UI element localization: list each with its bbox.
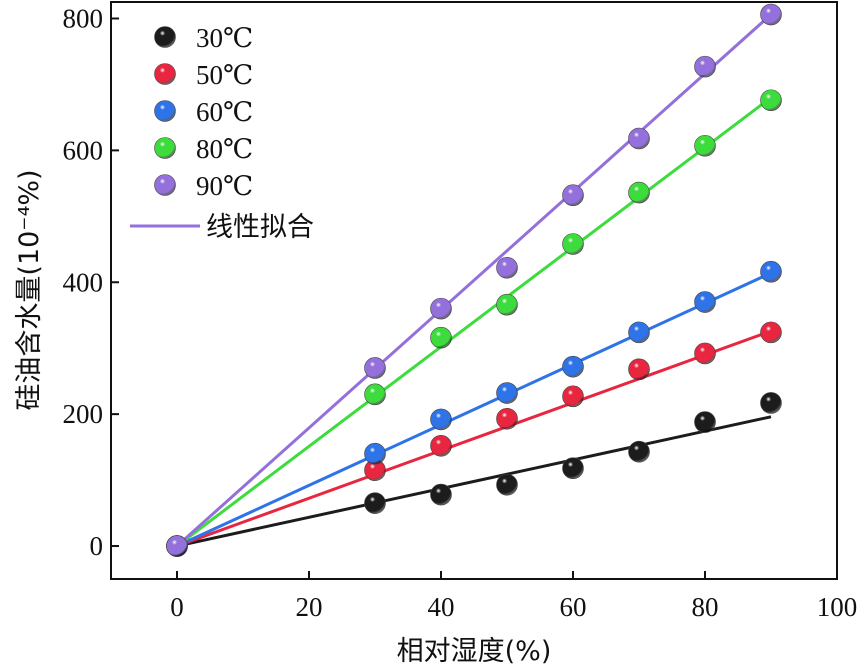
data-point bbox=[694, 134, 716, 157]
legend-marker bbox=[154, 100, 176, 122]
data-point bbox=[496, 293, 518, 316]
data-point bbox=[562, 355, 584, 378]
data-point bbox=[628, 321, 650, 344]
data-point bbox=[760, 89, 782, 112]
y-tick-label: 0 bbox=[90, 531, 104, 561]
fit-line bbox=[176, 271, 772, 548]
data-point bbox=[628, 440, 650, 463]
y-tick-label: 800 bbox=[63, 3, 104, 33]
y-tick-label: 200 bbox=[63, 399, 104, 429]
legend-label: 30℃ bbox=[196, 23, 253, 53]
data-point bbox=[430, 326, 452, 349]
legend: 30℃ 50℃ 60℃ 80℃ 90℃ 线性拟合 bbox=[130, 23, 314, 243]
data-point bbox=[562, 385, 584, 408]
data-point bbox=[760, 260, 782, 283]
data-point bbox=[364, 492, 386, 514]
fit-line bbox=[175, 13, 773, 548]
x-tick-label: 20 bbox=[296, 592, 323, 622]
x-tick-label: 40 bbox=[428, 592, 455, 622]
x-tick-label: 60 bbox=[560, 592, 587, 622]
axis-ticks: 0 20 40 60 80 100 0 200 400 600 800 bbox=[63, 3, 858, 622]
fit-line bbox=[176, 96, 772, 548]
data-point bbox=[694, 291, 716, 313]
data-point bbox=[694, 411, 716, 433]
y-tick-label: 400 bbox=[63, 267, 104, 297]
data-point bbox=[760, 392, 782, 414]
data-point bbox=[496, 473, 518, 496]
legend-marker bbox=[154, 63, 176, 85]
data-points bbox=[166, 3, 782, 557]
x-tick-label: 0 bbox=[170, 592, 184, 622]
data-point bbox=[166, 535, 188, 557]
data-point bbox=[430, 434, 452, 457]
data-point bbox=[364, 442, 386, 465]
data-point bbox=[364, 357, 386, 379]
data-point bbox=[628, 358, 650, 381]
data-point bbox=[430, 408, 452, 431]
data-point bbox=[760, 3, 782, 26]
data-point bbox=[430, 483, 452, 506]
y-tick-label: 600 bbox=[63, 135, 104, 165]
legend-marker bbox=[154, 174, 176, 196]
x-tick-label: 100 bbox=[817, 592, 858, 622]
data-point bbox=[496, 256, 518, 279]
data-point bbox=[430, 297, 452, 320]
x-tick-label: 80 bbox=[692, 592, 719, 622]
legend-label: 50℃ bbox=[196, 60, 253, 90]
data-point bbox=[562, 184, 584, 207]
plot-frame bbox=[110, 1, 838, 580]
fit-lines bbox=[175, 13, 773, 548]
data-point bbox=[562, 457, 584, 480]
legend-label: 60℃ bbox=[196, 97, 253, 127]
legend-marker bbox=[154, 26, 176, 48]
data-point bbox=[496, 407, 518, 430]
legend-fit-label: 线性拟合 bbox=[206, 212, 314, 243]
fit-line bbox=[176, 415, 772, 548]
x-axis-title: 相对湿度(%) bbox=[397, 636, 552, 667]
legend-label: 90℃ bbox=[196, 171, 253, 201]
y-axis-title: 硅油含水量(10⁻⁴%) bbox=[14, 169, 45, 410]
data-point bbox=[628, 127, 650, 150]
data-point bbox=[628, 181, 650, 204]
data-point bbox=[694, 55, 716, 78]
legend-marker bbox=[154, 137, 176, 159]
legend-label: 80℃ bbox=[196, 134, 253, 164]
data-point bbox=[562, 233, 584, 255]
data-point bbox=[760, 321, 782, 344]
data-point bbox=[496, 382, 518, 404]
data-point bbox=[694, 342, 716, 365]
fit-line bbox=[176, 329, 772, 548]
data-point bbox=[364, 383, 386, 406]
